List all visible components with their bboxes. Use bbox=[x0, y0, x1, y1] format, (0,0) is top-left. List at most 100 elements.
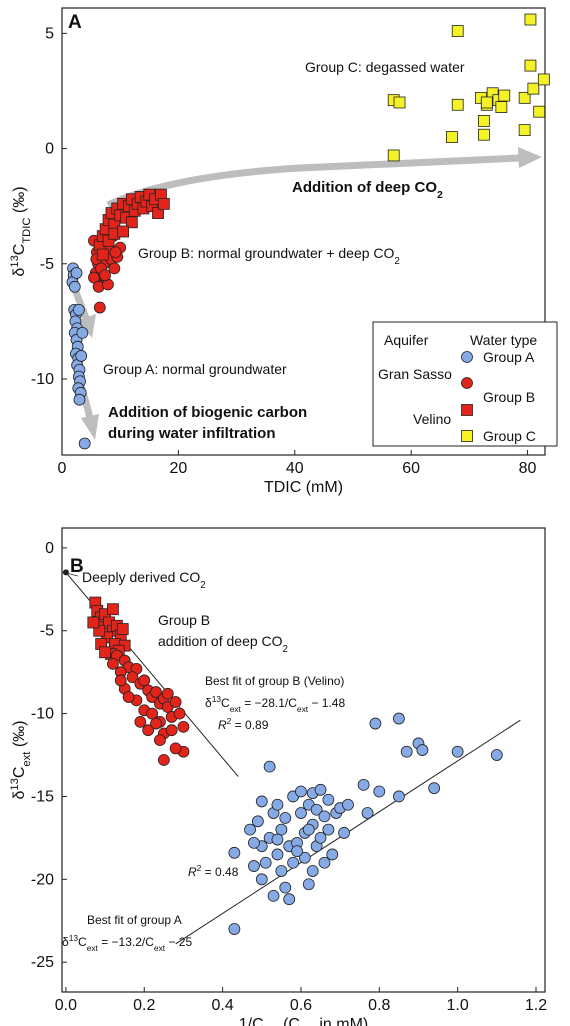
point bbox=[416, 744, 429, 756]
point bbox=[99, 646, 111, 659]
arrowhead bbox=[81, 414, 99, 440]
text-part: 13 bbox=[69, 933, 79, 943]
point bbox=[291, 845, 303, 858]
text-part: Addition of deep CO bbox=[292, 179, 437, 196]
x-axis-label: TDIC (mM) bbox=[264, 479, 343, 496]
point bbox=[271, 833, 284, 846]
text-part: = 0.89 bbox=[231, 718, 268, 732]
legend-marker bbox=[461, 351, 473, 363]
point bbox=[78, 437, 91, 450]
text-part: 2 bbox=[200, 580, 205, 591]
text-part: in mM) bbox=[315, 1016, 368, 1026]
point bbox=[173, 707, 186, 720]
x-tick-label: 80 bbox=[519, 460, 537, 477]
text-part: Deeply derived CO bbox=[82, 569, 200, 585]
point bbox=[125, 216, 138, 229]
text-part: ext bbox=[230, 704, 242, 714]
point bbox=[93, 301, 106, 314]
panel-label: B bbox=[70, 556, 84, 577]
point bbox=[283, 893, 296, 906]
x-tick-label: 0.4 bbox=[211, 997, 233, 1014]
point bbox=[88, 271, 100, 284]
point bbox=[169, 742, 182, 755]
text-part: 13 bbox=[212, 694, 222, 704]
point bbox=[338, 827, 350, 839]
point bbox=[445, 131, 458, 143]
annotation: Addition of biogenic carbon bbox=[108, 404, 307, 421]
y-tick-label: -25 bbox=[31, 954, 54, 971]
text-part: C bbox=[11, 767, 28, 779]
point bbox=[373, 785, 386, 798]
text-part: = −28.1/C bbox=[241, 696, 297, 710]
panel-label: A bbox=[68, 12, 82, 33]
point bbox=[228, 846, 241, 859]
plot-frame bbox=[61, 7, 546, 456]
text-part: 2 bbox=[394, 256, 399, 267]
point bbox=[451, 745, 464, 758]
point bbox=[318, 810, 331, 823]
annotation: Group B bbox=[158, 612, 210, 628]
text-part: − 1.48 bbox=[308, 696, 345, 710]
point bbox=[451, 98, 464, 111]
point bbox=[259, 856, 272, 869]
point bbox=[271, 798, 284, 811]
plot-frame bbox=[61, 527, 546, 993]
x-tick-label: 0.0 bbox=[55, 997, 77, 1014]
point bbox=[73, 393, 86, 406]
point bbox=[318, 856, 331, 869]
text-part: ext bbox=[21, 751, 33, 767]
text-part: 13 bbox=[9, 778, 21, 790]
point bbox=[357, 778, 370, 791]
point bbox=[177, 720, 190, 733]
point bbox=[72, 303, 85, 316]
annotation: Group A: normal groundwater bbox=[103, 361, 287, 377]
point bbox=[287, 856, 300, 869]
point bbox=[310, 803, 323, 816]
point bbox=[495, 101, 508, 113]
point bbox=[75, 350, 88, 362]
text-part: R bbox=[218, 718, 227, 732]
point bbox=[165, 724, 178, 737]
y-tick-label: 0 bbox=[45, 540, 54, 557]
legend-label: Group A bbox=[483, 349, 535, 365]
point bbox=[480, 96, 493, 109]
legend-marker bbox=[461, 430, 473, 442]
point bbox=[326, 848, 339, 861]
text-part: δ bbox=[11, 268, 28, 277]
legend-aquifer: Velino bbox=[413, 411, 451, 427]
point bbox=[107, 657, 119, 670]
point bbox=[302, 878, 315, 891]
point bbox=[62, 569, 69, 576]
point bbox=[255, 795, 268, 808]
text-part: = 0.48 bbox=[201, 865, 238, 879]
text-part: Group B: normal groundwater + deep CO bbox=[138, 245, 395, 261]
x-tick-label: 60 bbox=[402, 460, 420, 477]
annotation: during water infiltration bbox=[108, 425, 276, 442]
point bbox=[518, 91, 531, 104]
y-tick-label: 0 bbox=[45, 141, 54, 158]
point bbox=[87, 616, 100, 629]
legend-label: Group B bbox=[483, 389, 535, 405]
point bbox=[169, 696, 182, 708]
text-part: R bbox=[188, 865, 197, 879]
arrow bbox=[106, 154, 521, 209]
x-tick-label: 0.2 bbox=[133, 997, 155, 1014]
point bbox=[275, 865, 288, 877]
text-part: 2 bbox=[197, 863, 202, 873]
point bbox=[248, 836, 260, 849]
point bbox=[524, 59, 537, 72]
legend-marker bbox=[461, 404, 473, 416]
point bbox=[150, 717, 162, 730]
text-part: δ bbox=[205, 696, 212, 710]
point bbox=[126, 671, 139, 684]
x-axis-label: 1/Cext (Cext in mM) bbox=[239, 1016, 368, 1026]
point bbox=[251, 815, 264, 828]
annotation: δ13Cext = −28.1/Cext − 1.48 bbox=[205, 694, 345, 714]
point bbox=[477, 128, 490, 141]
point bbox=[109, 246, 122, 259]
annotation: Group B: normal groundwater + deep CO2 bbox=[138, 245, 400, 267]
text-part: TDIC bbox=[21, 218, 33, 244]
point bbox=[490, 749, 503, 761]
y-tick-label: 5 bbox=[45, 25, 54, 42]
